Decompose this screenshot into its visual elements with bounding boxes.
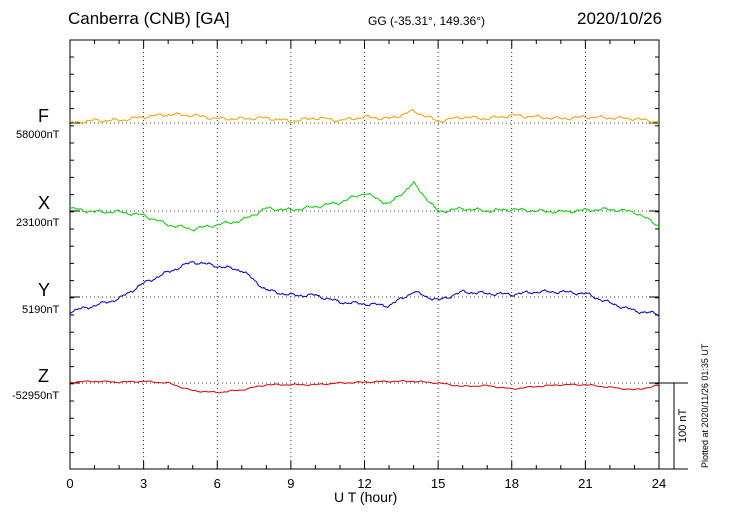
series-line-f [69,109,660,125]
series-label-x: X [38,193,51,213]
series-line-y [69,260,660,317]
series-lines [69,109,660,394]
grid-lines [143,40,586,469]
scale-bar-label: 100 nT [677,408,689,443]
x-tick-label-21: 21 [578,476,592,491]
baseline-label-y: 5190nT [22,304,60,316]
series-label-z: Z [38,366,49,386]
x-tick-label-18: 18 [505,476,519,491]
series-label-y: Y [38,280,51,300]
scale-bar [659,382,688,470]
plot-date: 2020/10/26 [577,9,663,28]
baseline-label-z: -52950nT [12,390,60,402]
x-tick-label-3: 3 [140,476,147,491]
x-tick-label-24: 24 [652,476,666,491]
x-tick-label-15: 15 [431,476,445,491]
station-title: Canberra (CNB) [GA] [68,9,230,28]
series-line-z [69,379,660,394]
baseline-label-f: 58000nT [16,129,60,141]
x-tick-label-6: 6 [214,476,221,491]
x-tick-label-9: 9 [287,476,294,491]
geographic-coordinates: GG (-35.31°, 149.36°) [368,14,485,28]
x-tick-label-12: 12 [357,476,371,491]
x-axis-label: U T (hour) [334,489,398,505]
series-line-x [69,181,660,232]
plotted-timestamp: Plotted at 2020/11/26 01:35 UT [700,343,710,468]
series-label-f: F [38,106,49,126]
baseline-label-x: 23100nT [16,217,60,229]
x-tick-labels: 0 3 6 9 12 15 18 21 24 [66,476,666,491]
axis-ticks [69,40,660,469]
x-tick-label-0: 0 [66,476,73,491]
